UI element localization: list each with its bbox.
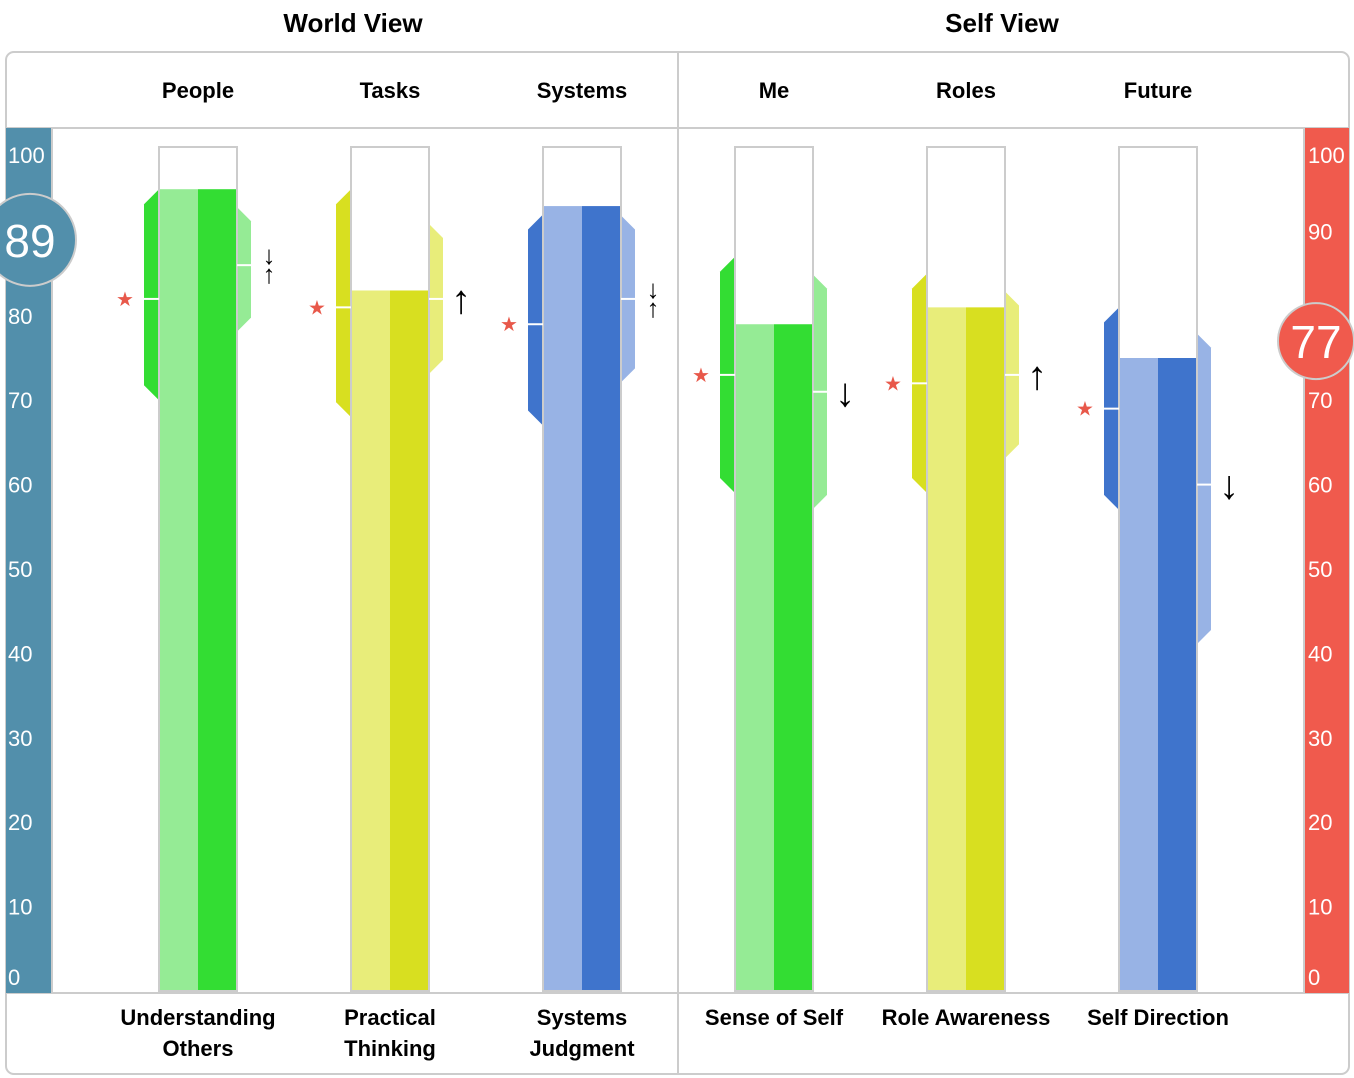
bar-border	[542, 146, 622, 992]
column-header: Me	[759, 78, 790, 103]
bar-fill-light	[927, 307, 966, 991]
world-view-score: 89	[4, 215, 55, 267]
bar-fill-dark	[1158, 358, 1197, 991]
bar-fill-dark	[966, 307, 1005, 991]
right-axis-tick-label: 100	[1308, 143, 1345, 168]
bar-fill-dark	[774, 324, 813, 991]
right-axis-tick-label: 60	[1308, 473, 1332, 498]
right-axis-bar	[1304, 128, 1349, 993]
world-view-score-badge	[0, 192, 77, 287]
axis-ticks: 0010102020303040405050606070708080909010…	[8, 143, 1345, 990]
star-icon: ★	[692, 365, 710, 387]
bar-fill-light	[543, 206, 582, 991]
left-axis-tick-label: 50	[8, 557, 32, 582]
self-view-score: 77	[1290, 316, 1341, 368]
left-axis-tick-label: 20	[8, 810, 32, 835]
converge-up-arrow-icon: ↑	[263, 259, 276, 289]
column-header: Tasks	[360, 78, 421, 103]
star-icon: ★	[308, 297, 326, 319]
plot-area: World View Self View People Understanding Ot…	[116, 8, 1239, 1061]
category-label: Sense of Self	[705, 1005, 844, 1030]
column-header: Future	[1124, 78, 1192, 103]
converge-down-arrow-icon: ↓	[263, 240, 276, 270]
bar-fill-dark	[198, 189, 237, 991]
group-title: Self View	[945, 8, 1059, 38]
right-axis-tick-label: 10	[1308, 895, 1332, 920]
left-axis-tick-label: 40	[8, 641, 32, 666]
right-axis-tick-label: 50	[1308, 557, 1332, 582]
bar-fill-dark	[390, 290, 429, 992]
column-header: Systems	[537, 78, 628, 103]
bar-border	[1118, 146, 1198, 992]
category-label: Thinking	[344, 1036, 436, 1061]
bar-border	[734, 146, 814, 992]
bar-fill-dark	[582, 206, 621, 991]
bar-fill-light	[735, 324, 774, 991]
bar-fill-light	[159, 189, 198, 991]
converge-down-arrow-icon: ↓	[647, 274, 660, 304]
bar-fill-light	[351, 290, 390, 992]
down-arrow-icon: ↓	[835, 371, 855, 415]
category-label: Role Awareness	[882, 1005, 1051, 1030]
star-icon: ★	[116, 289, 134, 311]
star-icon: ★	[884, 373, 902, 395]
group-title: World View	[283, 8, 423, 38]
right-axis-tick-label: 0	[1308, 965, 1320, 990]
right-axis-tick-label: 70	[1308, 388, 1332, 413]
left-axis-tick-label: 0	[8, 965, 20, 990]
category-label: Judgment	[529, 1036, 635, 1061]
column-header: People	[162, 78, 234, 103]
left-axis-tick-label: 10	[8, 895, 32, 920]
score-badges: 89 77	[0, 192, 1354, 381]
up-arrow-icon: ↑	[1027, 354, 1047, 398]
bar-fill-light	[1119, 358, 1158, 991]
right-axis-tick-label: 40	[1308, 641, 1332, 666]
category-label: Understanding	[120, 1005, 275, 1030]
bar-border	[926, 146, 1006, 992]
bar-border	[158, 146, 238, 992]
category-label: Self Direction	[1087, 1005, 1229, 1030]
bar-border	[350, 146, 430, 992]
down-arrow-icon: ↓	[1219, 464, 1239, 508]
right-axis-tick-label: 90	[1308, 219, 1332, 244]
right-axis-tick-label: 30	[1308, 726, 1332, 751]
left-axis-tick-label: 30	[8, 726, 32, 751]
left-axis-tick-label: 70	[8, 388, 32, 413]
converge-up-arrow-icon: ↑	[647, 293, 660, 323]
column-header: Roles	[936, 78, 996, 103]
category-label: Systems	[537, 1005, 628, 1030]
left-axis-tick-label: 100	[8, 143, 45, 168]
right-axis-tick-label: 20	[1308, 810, 1332, 835]
star-icon: ★	[500, 314, 518, 336]
category-label: Others	[163, 1036, 234, 1061]
self-view-score-badge	[1277, 302, 1354, 381]
up-arrow-icon: ↑	[451, 278, 471, 322]
left-axis-tick-label: 80	[8, 304, 32, 329]
category-label: Practical	[344, 1005, 436, 1030]
star-icon: ★	[1076, 399, 1094, 421]
left-axis-tick-label: 60	[8, 473, 32, 498]
